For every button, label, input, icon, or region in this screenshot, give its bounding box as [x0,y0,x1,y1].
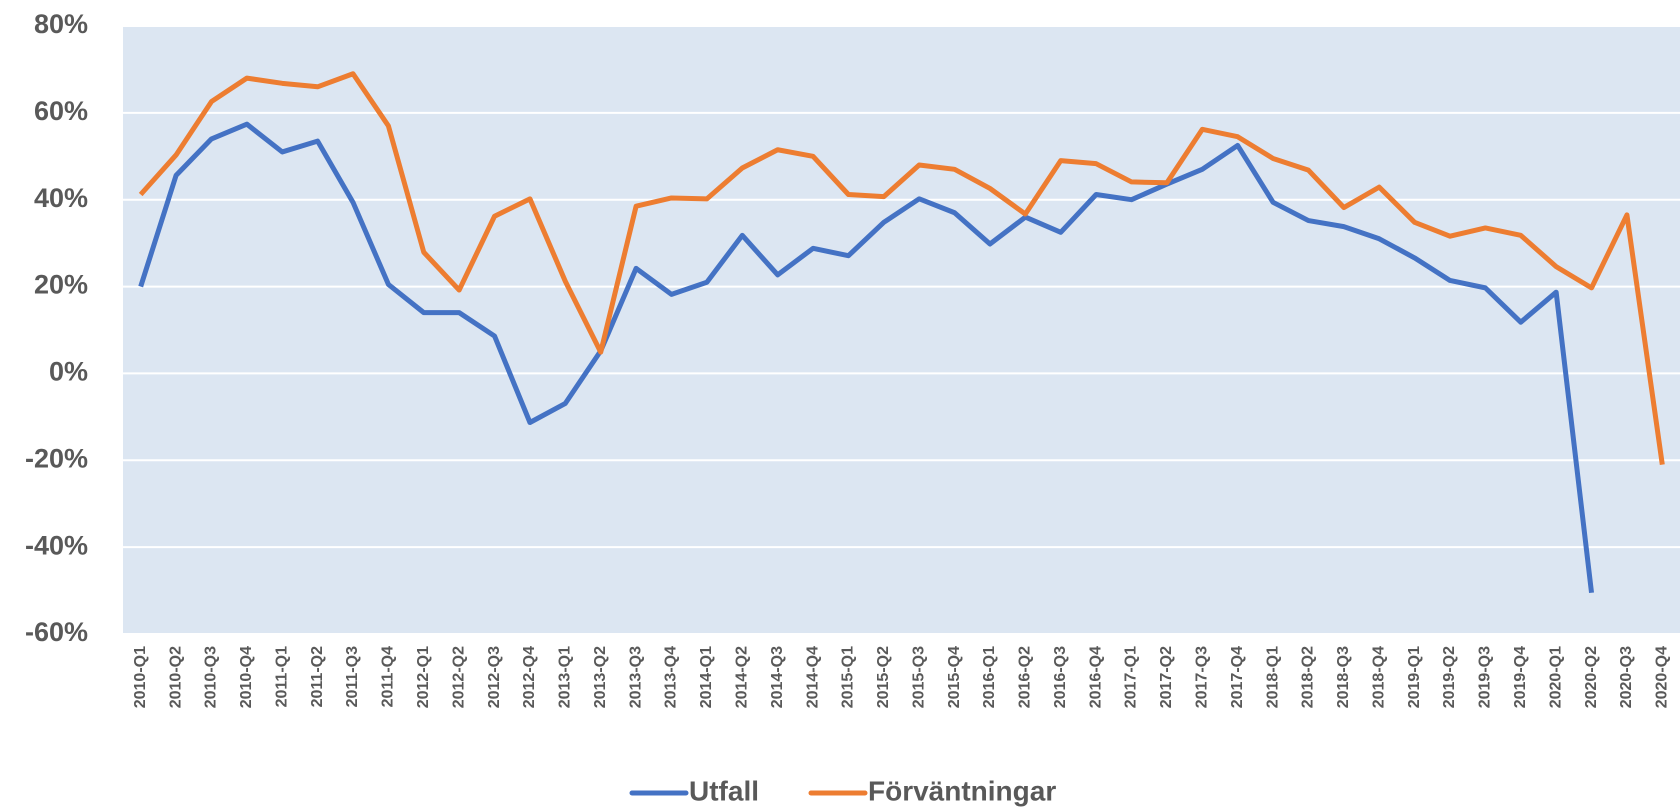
x-tick-label: 2013-Q4 [663,646,680,708]
x-tick-label: 2018-Q1 [1264,646,1281,708]
x-tick-label: 2019-Q3 [1477,646,1494,708]
x-tick-label: 2017-Q4 [1229,646,1246,708]
x-tick-label: 2016-Q1 [981,646,998,708]
x-tick-label: 2015-Q3 [910,646,927,708]
x-tick-label: 2017-Q2 [1158,646,1175,708]
legend-label: Förväntningar [868,775,1056,806]
x-tick-label: 2019-Q1 [1406,646,1423,708]
x-tick-label: 2017-Q3 [1194,646,1211,708]
x-tick-label: 2019-Q4 [1512,646,1529,708]
x-tick-label: 2014-Q3 [769,646,786,708]
x-tick-label: 2014-Q4 [804,646,821,708]
x-tick-label: 2012-Q4 [521,646,538,708]
x-tick-label: 2018-Q3 [1335,646,1352,708]
y-tick-label: -60% [25,617,88,647]
x-tick-label: 2012-Q3 [486,646,503,708]
x-tick-label: 2019-Q2 [1441,646,1458,708]
x-tick-label: 2016-Q3 [1052,646,1069,708]
x-tick-label: 2011-Q3 [344,646,361,707]
x-tick-label: 2015-Q2 [875,646,892,708]
y-tick-label: 0% [49,357,88,387]
x-tick-label: 2014-Q1 [698,646,715,708]
x-tick-label: 2015-Q4 [946,646,963,708]
x-tick-label: 2020-Q1 [1547,646,1564,708]
x-tick-label: 2013-Q1 [557,646,574,708]
x-tick-label: 2012-Q2 [450,646,467,708]
x-tick-label: 2020-Q4 [1654,646,1671,708]
y-tick-label: -20% [25,443,88,473]
y-tick-label: 20% [34,270,88,300]
x-tick-label: 2013-Q2 [592,646,609,708]
x-tick-label: 2018-Q4 [1370,646,1387,708]
x-tick-label: 2010-Q4 [238,646,255,708]
y-tick-label: 40% [34,183,88,213]
data-line [138,71,1665,465]
y-tick-label: 80% [34,9,88,39]
x-tick-label: 2012-Q1 [415,646,432,708]
x-tick-label: 2014-Q2 [733,646,750,708]
plot-area [123,26,1680,634]
x-tick-label: 2010-Q1 [132,646,149,708]
x-tick-label: 2015-Q1 [840,646,857,708]
x-tick-label: 2020-Q3 [1618,646,1635,708]
legend-label: Utfall [689,775,759,806]
x-tick-label: 2011-Q1 [273,646,290,707]
x-tick-label: 2016-Q4 [1087,646,1104,708]
x-tick-label: 2018-Q2 [1300,646,1317,708]
data-line [138,121,1595,594]
x-tick-label: 2017-Q1 [1123,646,1140,708]
x-tick-label: 2010-Q3 [203,646,220,708]
x-tick-label: 2013-Q3 [627,646,644,708]
y-tick-label: -40% [25,530,88,560]
x-tick-label: 2011-Q4 [380,646,397,707]
x-tick-label: 2020-Q2 [1583,646,1600,708]
x-tick-label: 2011-Q2 [309,646,326,707]
x-tick-label: 2016-Q2 [1017,646,1034,708]
y-tick-label: 60% [34,96,88,126]
x-tick-label: 2010-Q2 [167,646,184,708]
